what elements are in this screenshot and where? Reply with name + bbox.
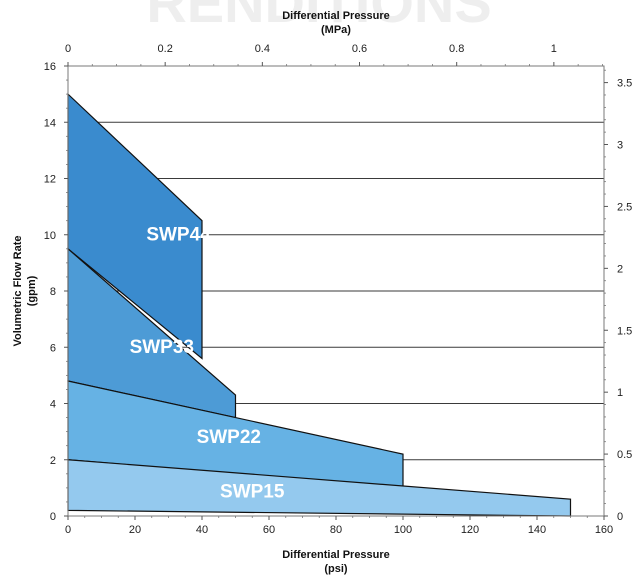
series-labels: SWP44 SWP33 SWP22 SWP15 — [130, 224, 285, 502]
y-left-tick-label: 8 — [50, 286, 56, 298]
y-right-tick-label: 1.5 — [617, 325, 632, 337]
left-axis-title-line2: (gpm) — [26, 275, 38, 306]
x-bottom-tick-label: 60 — [263, 524, 275, 536]
y-left-tick-label: 2 — [50, 455, 56, 467]
y-left-tick-label: 12 — [44, 174, 56, 186]
x-bottom-tick-label: 80 — [330, 524, 342, 536]
top-axis-title-line1: Differential Pressure — [282, 10, 390, 22]
series-label-swp44: SWP44 — [146, 224, 211, 245]
x-top-tick-label: 0.4 — [255, 43, 270, 55]
x-top-tick-label: 0.8 — [449, 43, 464, 55]
series-label-swp33: SWP33 — [130, 337, 194, 358]
series-label-swp15: SWP15 — [220, 482, 285, 503]
y-right-tick-label: 3.5 — [617, 78, 632, 90]
x-bottom-tick-label: 120 — [461, 524, 479, 536]
x-bottom-tick-label: 100 — [394, 524, 412, 536]
x-bottom-tick-label: 20 — [129, 524, 141, 536]
x-bottom-tick-label: 0 — [65, 524, 71, 536]
x-bottom-tick-label: 40 — [196, 524, 208, 536]
y-right-tick-label: 2 — [617, 263, 623, 275]
x-top-tick-label: 0.6 — [352, 43, 367, 55]
y-left-tick-label: 6 — [50, 342, 56, 354]
x-top-tick-label: 1 — [551, 43, 557, 55]
y-left-tick-label: 0 — [50, 511, 56, 523]
y-left-tick-label: 16 — [44, 61, 56, 73]
bottom-axis-title-line2: (psi) — [324, 563, 348, 575]
y-right-tick-label: 0.5 — [617, 449, 632, 461]
x-top-tick-label: 0 — [65, 43, 71, 55]
top-axis-title-line2: (MPa) — [321, 24, 351, 36]
bottom-axis-title-line1: Differential Pressure — [282, 549, 390, 561]
series-label-swp22: SWP22 — [197, 427, 261, 448]
watermark-text: RENDITIONS — [146, 0, 491, 34]
y-left-tick-label: 4 — [50, 399, 56, 411]
y-right-tick-label: 0 — [617, 511, 623, 523]
y-right-tick-label: 2.5 — [617, 201, 632, 213]
y-right-tick-label: 3 — [617, 140, 623, 152]
y-left-tick-label: 10 — [44, 230, 56, 242]
series-areas — [67, 92, 572, 517]
y-left-tick-label: 14 — [44, 117, 56, 129]
y-right-tick-label: 1 — [617, 387, 623, 399]
x-bottom-tick-label: 160 — [595, 524, 613, 536]
x-top-tick-label: 0.2 — [158, 43, 173, 55]
left-axis-title-line1: Volumetric Flow Rate — [12, 235, 24, 346]
x-bottom-tick-label: 140 — [528, 524, 546, 536]
